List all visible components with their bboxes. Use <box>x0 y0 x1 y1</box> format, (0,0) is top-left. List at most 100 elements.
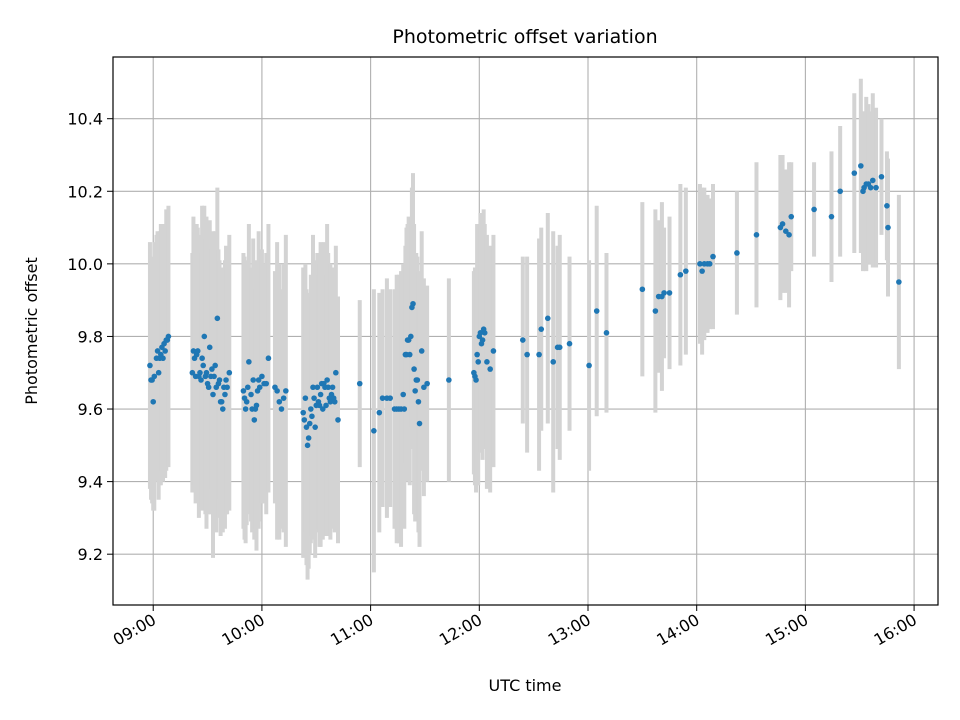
data-point <box>683 268 689 274</box>
data-point <box>310 384 316 391</box>
data-point <box>263 380 270 387</box>
data-point <box>786 232 792 238</box>
data-point <box>411 366 417 372</box>
data-point <box>327 398 334 405</box>
data-point <box>524 351 530 358</box>
data-point <box>319 406 326 412</box>
data-point <box>424 380 430 387</box>
data-point <box>303 424 310 430</box>
chart-title: Photometric offset variation <box>392 26 657 48</box>
data-point <box>300 409 307 416</box>
data-point <box>190 348 197 354</box>
data-point <box>371 428 377 434</box>
data-point <box>325 384 332 391</box>
data-point <box>376 409 383 416</box>
data-point <box>356 380 363 387</box>
data-point <box>255 377 262 383</box>
data-point <box>387 395 393 401</box>
data-point <box>593 308 600 314</box>
data-point <box>858 163 864 169</box>
data-point <box>446 377 452 383</box>
data-point <box>150 398 157 405</box>
data-point <box>222 391 228 398</box>
data-point <box>155 369 162 376</box>
data-point <box>639 286 646 293</box>
data-point <box>274 388 280 394</box>
data-point <box>603 330 610 336</box>
y-axis: 9.2 9.4 9.6 9.8 10.0 10.2 10.4 <box>67 110 113 564</box>
data-point <box>216 377 223 383</box>
data-point <box>412 388 418 394</box>
data-point <box>160 355 166 362</box>
data-point <box>421 384 427 391</box>
data-point <box>248 391 254 398</box>
data-point <box>811 206 817 213</box>
data-point <box>783 228 789 234</box>
data-point <box>474 351 480 358</box>
data-point <box>487 366 493 372</box>
data-point <box>206 344 213 351</box>
data-point <box>586 362 592 369</box>
data-point <box>251 417 258 423</box>
data-point <box>317 391 324 398</box>
data-point <box>283 388 289 394</box>
data-point <box>224 384 230 391</box>
data-point <box>209 366 215 372</box>
data-point <box>214 315 221 322</box>
data-point <box>246 359 252 365</box>
y-tick-label: 10.2 <box>67 182 103 201</box>
y-tick-label: 9.8 <box>78 327 103 346</box>
data-point <box>189 369 196 376</box>
data-point <box>479 337 486 343</box>
data-point <box>519 337 526 343</box>
data-point <box>242 406 249 412</box>
data-point <box>851 170 858 176</box>
data-point <box>305 435 312 441</box>
plot-frame <box>112 56 939 606</box>
y-tick-label: 10.4 <box>67 110 103 129</box>
y-tick-label: 10.0 <box>67 255 103 274</box>
data-point <box>200 362 207 369</box>
data-point <box>304 442 311 449</box>
data-point <box>477 330 484 336</box>
data-point <box>314 384 321 391</box>
data-point <box>333 369 339 376</box>
data-point <box>666 290 673 296</box>
x-axis-label: UTC time <box>489 676 562 695</box>
data-point <box>243 398 250 405</box>
y-tick-label: 9.6 <box>78 400 103 419</box>
data-point <box>661 290 667 296</box>
data-point <box>306 420 313 427</box>
data-point <box>550 359 557 365</box>
data-point <box>197 369 203 376</box>
data-point <box>201 333 208 340</box>
data-point <box>316 402 323 409</box>
data-point <box>837 188 843 195</box>
data-point <box>788 213 795 220</box>
data-point <box>312 424 318 430</box>
data-point <box>210 391 216 398</box>
data-point <box>706 261 713 267</box>
data-point <box>410 300 416 307</box>
data-point <box>147 362 153 369</box>
data-point <box>240 388 247 394</box>
data-point <box>323 402 329 409</box>
data-points <box>147 163 902 449</box>
data-point <box>473 377 479 383</box>
data-point <box>154 348 161 354</box>
data-point <box>223 377 229 383</box>
data-point <box>203 369 210 376</box>
data-point <box>556 344 563 351</box>
data-point <box>566 340 573 347</box>
data-point <box>331 398 338 405</box>
data-point <box>753 232 760 238</box>
data-point <box>335 417 341 423</box>
data-point <box>379 395 386 401</box>
data-point <box>896 279 902 285</box>
data-point <box>324 377 330 383</box>
data-point <box>253 402 260 409</box>
data-point <box>652 308 659 314</box>
y-tick-label: 9.4 <box>78 473 103 492</box>
data-point <box>329 384 336 391</box>
data-point <box>219 406 226 412</box>
